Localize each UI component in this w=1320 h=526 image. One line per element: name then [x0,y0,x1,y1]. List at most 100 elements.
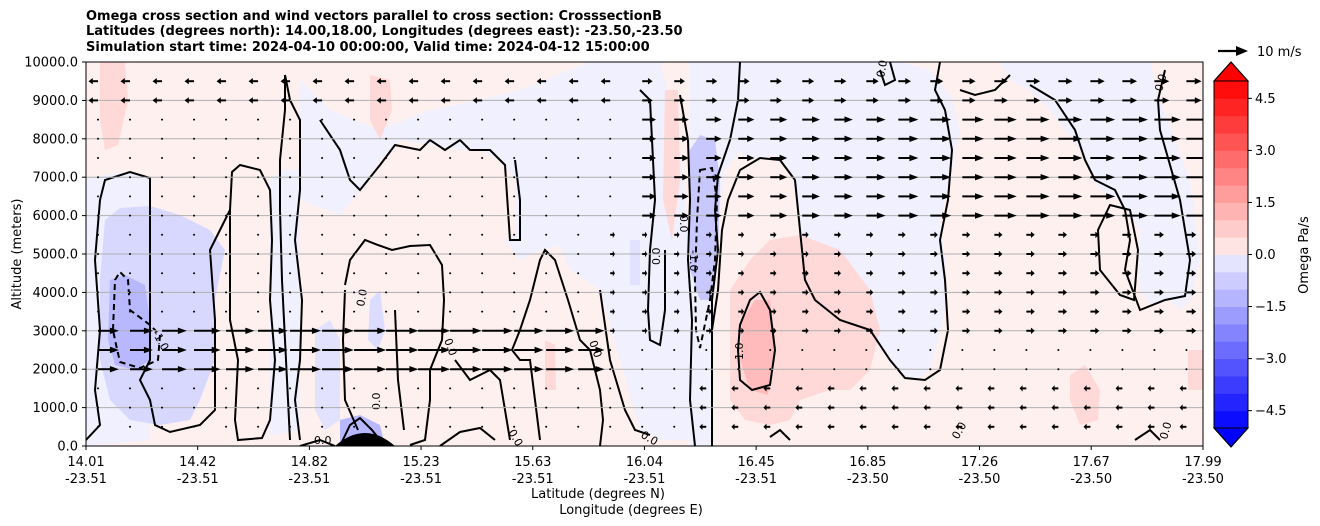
wind-vector [353,214,356,217]
x-tick-label-lon: -23.51 [623,472,665,487]
wind-vector [898,193,919,200]
wind-vector [674,193,689,200]
wind-vector [129,176,132,179]
contour-zero-3 [279,75,291,441]
wind-vector [1019,404,1027,411]
wind-vector [162,366,187,373]
wind-vector [162,327,187,334]
x-tick-label-lon: -23.51 [288,472,330,487]
wind-vector [1121,368,1124,371]
wind-vector [577,233,580,236]
wind-vector [859,423,867,430]
wind-vector [417,272,420,275]
wind-vector [1025,368,1028,371]
wind-vector [1147,423,1155,430]
colorbar-segment [1214,98,1248,117]
wind-vector [1154,174,1181,181]
wind-vector [386,327,419,334]
wind-vector [97,272,99,275]
wind-vector [673,406,676,409]
wind-vector [994,289,1003,296]
wind-vector [440,78,451,85]
wind-vector [1090,135,1116,142]
y-tick-label: 1000.0 [33,401,79,416]
wind-vector [578,346,605,354]
wind-vector [161,425,164,428]
wind-vector [481,253,484,255]
wind-vector [994,193,1017,200]
wind-vector [955,423,963,430]
wind-vector [226,366,255,373]
chart-title-line-3: Simulation start time: 2024-04-10 00:00:… [86,40,650,55]
x-tick-label-lon: -23.50 [1070,472,1112,487]
wind-vector [161,137,164,140]
wind-vector [481,214,484,217]
wind-vector [257,310,260,313]
wind-vector [353,253,356,255]
wind-vector [802,212,821,219]
wind-vector [129,253,132,255]
wind-vector [673,387,676,390]
wind-vector [449,214,452,217]
wind-vector [642,250,648,258]
wind-vector [955,385,963,392]
wind-vector [763,423,771,430]
wind-vector [770,250,777,258]
y-tick-label: 3000.0 [33,324,79,339]
colorbar-segment [1214,202,1248,221]
wind-vector [577,387,580,390]
wind-vector [385,176,388,179]
wind-vector [993,368,996,371]
wind-vector [578,366,605,373]
wind-vector [353,233,356,236]
wind-vector [344,97,355,104]
wind-vector [706,78,718,85]
wind-vector [923,423,931,430]
wind-vector [610,231,615,238]
wind-vector [289,118,292,121]
fill-negative-1a [100,206,225,425]
wind-vector [962,193,984,200]
wind-vector [866,250,874,258]
wind-vector [994,97,1008,104]
wind-vector [129,233,132,236]
wind-vector [994,327,1003,334]
wind-vector [385,253,388,255]
wind-vector [962,97,976,104]
wind-vector [898,97,911,104]
wind-vector [1186,214,1203,217]
wind-vector [353,157,356,159]
wind-vector [1179,423,1187,430]
wind-vector [161,253,164,255]
wind-vector [706,174,722,181]
wind-vector [417,253,420,255]
wind-vector [609,425,612,428]
wind-vector [1090,116,1116,123]
wind-vector [801,368,804,371]
colorbar-segment [1214,341,1248,360]
wind-vector [257,387,260,390]
wind-vector [280,97,291,104]
x-tick-label-lon: -23.50 [1182,472,1224,487]
wind-vector [1025,349,1028,351]
wind-vector [257,406,260,409]
wind-vector [930,250,938,258]
wind-vector [929,349,932,351]
x-axis-label-longitude: Longitude (degrees E) [559,503,703,518]
y-axis-label: Altitude (meters) [10,199,25,310]
wind-vector [353,272,356,275]
wind-vector [161,310,164,313]
wind-vector [706,289,712,296]
wind-vector [184,97,195,104]
wind-vector [1185,368,1188,371]
wind-vector [962,116,984,123]
wind-vector [321,406,324,409]
wind-vector [225,195,228,198]
wind-vector [513,195,516,198]
wind-vector [1026,270,1035,277]
wind-vector [802,308,809,315]
wind-vector [162,346,187,354]
wind-vector [898,327,906,334]
wind-vector [1090,289,1100,296]
wind-vector [1122,97,1138,104]
